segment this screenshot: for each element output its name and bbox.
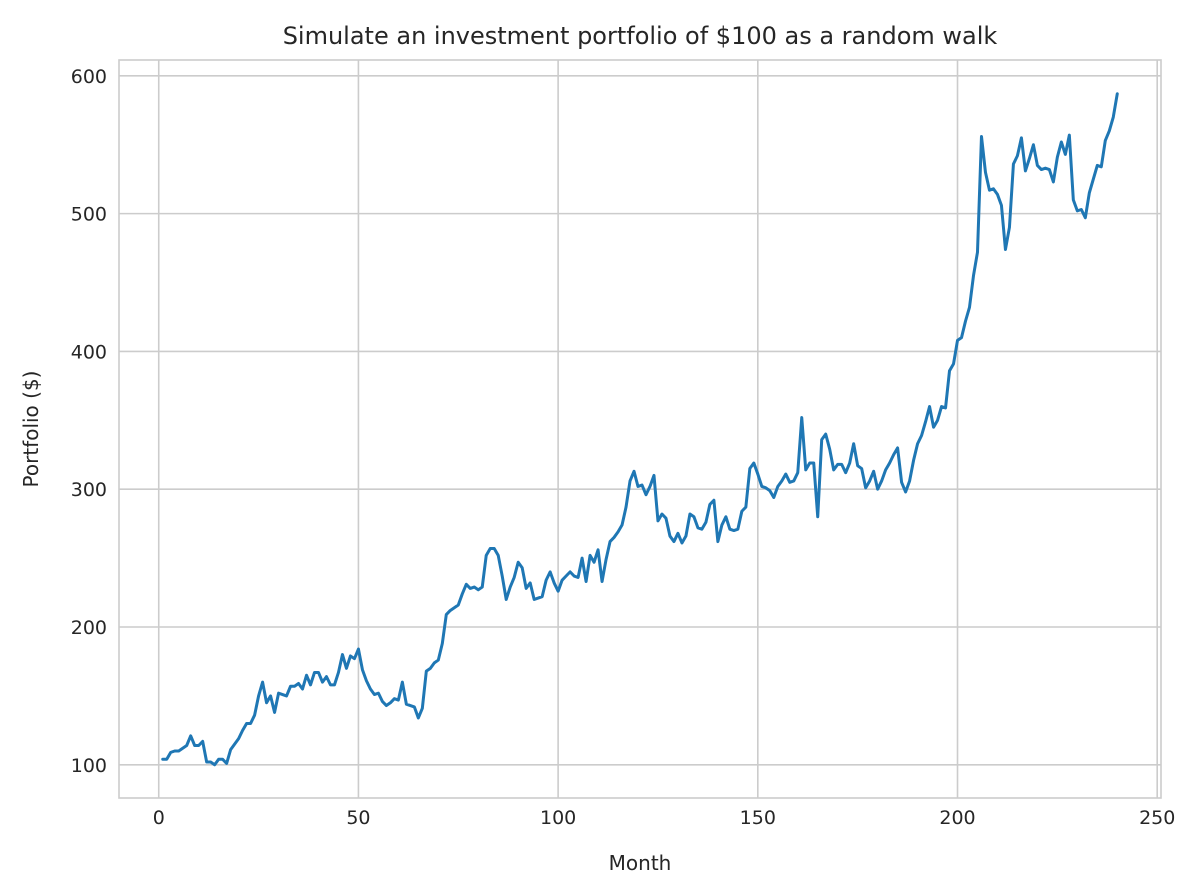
- y-tick-label: 400: [71, 341, 107, 363]
- x-axis-label: Month: [609, 851, 672, 875]
- x-tick-label: 250: [1139, 807, 1175, 829]
- x-tick-label: 150: [740, 807, 776, 829]
- y-tick-label: 600: [71, 66, 107, 88]
- grid: [119, 60, 1161, 798]
- portfolio-series-line: [161, 92, 1119, 767]
- x-tick-label: 200: [939, 807, 975, 829]
- x-tick-label: 0: [153, 807, 165, 829]
- y-tick-label: 500: [71, 204, 107, 226]
- y-tick-label: 200: [71, 617, 107, 639]
- y-axis-label: Portfolio ($): [19, 371, 43, 488]
- plot-area-frame: [118, 59, 1162, 799]
- y-tick-label: 100: [71, 755, 107, 777]
- chart-title: Simulate an investment portfolio of $100…: [283, 22, 998, 50]
- y-tick-label: 300: [71, 479, 107, 501]
- x-tick-label: 100: [540, 807, 576, 829]
- x-tick-label: 50: [346, 807, 370, 829]
- tick-labels: 0 50 100 150 200 250 100 200 300 400 500 600: [71, 66, 1176, 829]
- series-layer: [161, 92, 1119, 767]
